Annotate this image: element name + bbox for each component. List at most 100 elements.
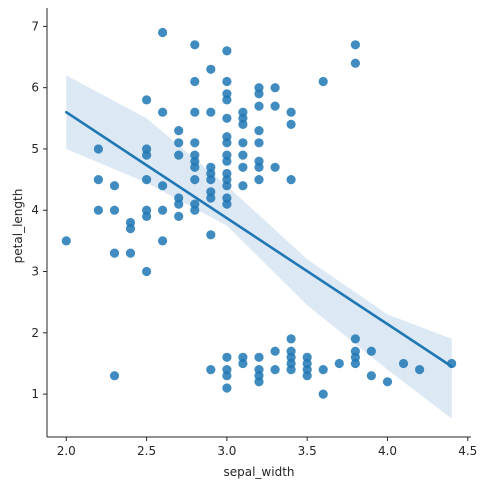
y-tick-label: 7: [31, 19, 39, 33]
data-point: [270, 162, 280, 172]
data-point: [318, 76, 328, 87]
data-point: [206, 230, 216, 240]
data-point: [222, 46, 232, 56]
data-point: [254, 126, 264, 136]
data-point: [142, 211, 152, 221]
data-point: [382, 377, 393, 387]
data-point: [222, 76, 232, 87]
data-point: [190, 40, 200, 50]
data-point: [93, 175, 103, 185]
data-point: [190, 162, 200, 172]
data-point: [398, 358, 409, 369]
data-point: [286, 334, 296, 344]
regression-line-layer: [64, 110, 454, 368]
data-point: [142, 175, 152, 185]
data-point: [142, 150, 152, 160]
x-tick-label: 4.0: [378, 444, 397, 458]
data-point: [206, 365, 216, 375]
data-point: [238, 138, 248, 148]
x-tick-label: 2.5: [137, 444, 156, 458]
data-point: [222, 383, 232, 393]
data-point: [254, 89, 264, 99]
confidence-band: [66, 75, 452, 419]
data-point: [61, 236, 71, 246]
data-point: [366, 346, 376, 356]
data-point: [238, 181, 248, 191]
data-point: [254, 377, 264, 387]
regression-line: [64, 110, 454, 368]
x-axis-label: sepal_width: [223, 465, 294, 479]
axes-layer: [46, 8, 471, 438]
data-point: [334, 358, 344, 369]
data-point: [222, 199, 232, 209]
data-point: [206, 107, 216, 117]
data-point: [190, 175, 200, 185]
data-point: [190, 107, 200, 117]
data-point: [350, 334, 360, 344]
data-point: [254, 162, 264, 172]
data-point: [158, 107, 168, 117]
data-point: [366, 371, 376, 381]
data-point: [286, 119, 296, 129]
data-point: [206, 64, 216, 74]
data-point: [93, 205, 103, 215]
data-point: [222, 181, 232, 191]
data-point: [254, 352, 264, 362]
data-point: [270, 101, 280, 111]
data-point: [350, 58, 360, 68]
data-point: [109, 205, 120, 215]
data-point: [350, 358, 360, 369]
confidence-band-layer: [66, 75, 452, 419]
x-tick-label: 2.0: [57, 444, 76, 458]
data-point: [302, 371, 312, 381]
y-tick-label: 4: [31, 203, 39, 217]
data-point: [222, 138, 232, 148]
data-point: [109, 248, 120, 258]
data-point: [238, 119, 248, 129]
y-tick-label: 5: [31, 142, 39, 156]
y-axis-label: petal_length: [11, 189, 25, 264]
data-point: [254, 138, 264, 148]
data-point: [254, 101, 264, 111]
data-point: [109, 371, 120, 381]
y-tick-label: 3: [31, 265, 39, 279]
data-point: [222, 156, 232, 166]
data-point: [174, 126, 184, 136]
data-point: [93, 144, 103, 154]
x-tick-label: 4.5: [458, 444, 477, 458]
data-point: [270, 346, 280, 356]
data-point: [222, 371, 232, 381]
data-point: [415, 365, 425, 375]
ticks-layer: 2.0 2.5 3.0 3.5 4.0 4.5 1 2 3 4 5 6 7: [31, 19, 477, 458]
data-point: [350, 40, 360, 50]
data-point: [190, 205, 200, 215]
x-tick-label: 3.0: [217, 444, 236, 458]
data-point: [222, 113, 232, 123]
y-tick-label: 6: [31, 81, 39, 95]
data-point: [174, 150, 184, 160]
data-point: [125, 248, 136, 258]
data-point: [222, 95, 232, 105]
data-point: [270, 365, 280, 375]
data-point: [174, 138, 184, 148]
data-point: [142, 95, 152, 105]
data-point: [142, 266, 152, 277]
data-point: [222, 352, 232, 362]
data-point: [158, 27, 168, 38]
data-point: [174, 199, 184, 209]
y-tick-label: 2: [31, 326, 39, 340]
data-point: [109, 181, 120, 191]
data-point: [206, 193, 216, 203]
data-point: [158, 236, 168, 246]
data-point: [254, 175, 264, 185]
data-point: [270, 83, 280, 93]
data-point: [158, 181, 168, 191]
data-point: [286, 107, 296, 117]
data-point: [206, 175, 216, 185]
data-point: [158, 205, 168, 215]
data-point: [318, 389, 328, 399]
data-points-layer: [61, 27, 457, 399]
data-point: [238, 150, 248, 160]
data-point: [174, 211, 184, 221]
